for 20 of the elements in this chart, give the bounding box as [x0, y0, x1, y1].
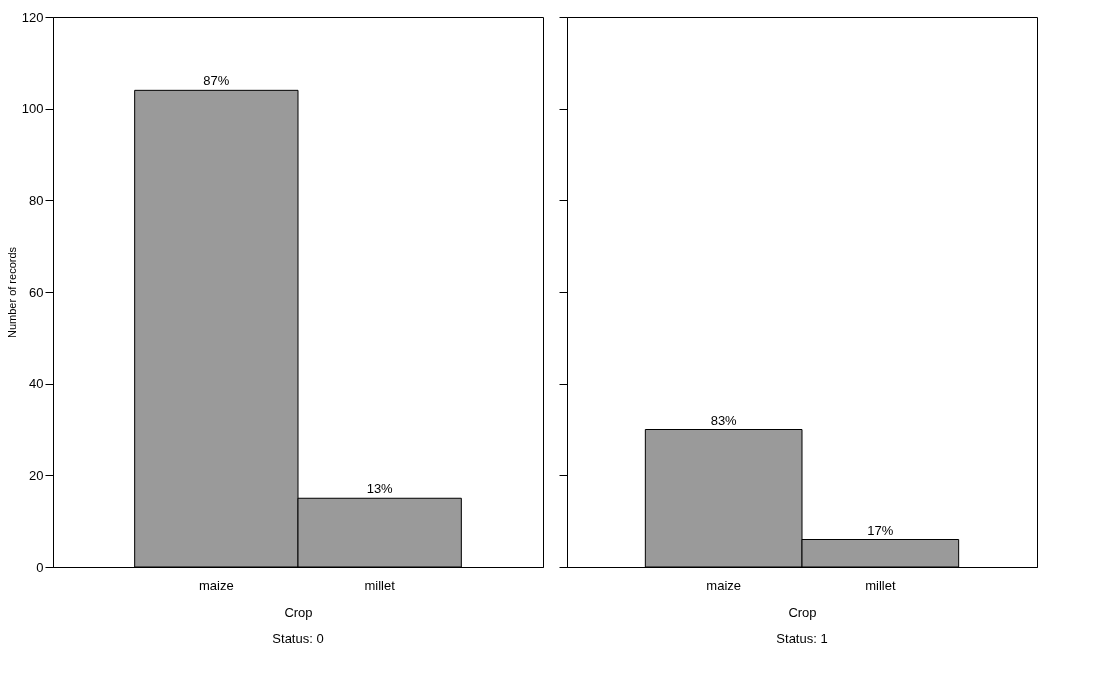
- annotation: 17%: [867, 522, 894, 538]
- text: Status: 1: [776, 631, 828, 646]
- y-tick-label: 60: [29, 284, 44, 300]
- y-tick-label: 40: [29, 376, 44, 392]
- x-axis-title: Crop: [788, 604, 817, 620]
- y-tick-label: 0: [36, 559, 44, 575]
- x-tick-label: maize: [706, 577, 742, 593]
- y-tick-label: 80: [29, 192, 44, 208]
- y-tick-label: 20: [29, 467, 44, 483]
- y-axis-title: Number of records: [5, 246, 18, 339]
- x-axis-title: Crop: [284, 604, 313, 620]
- annotation: 83%: [710, 412, 738, 428]
- x-tick-label: millet: [865, 577, 896, 593]
- y-tick-label: 120: [21, 9, 44, 25]
- annotation: 13%: [366, 481, 394, 497]
- x-tick-label: millet: [364, 577, 396, 593]
- annotation: 87%: [203, 73, 230, 89]
- y-tick-label: 100: [21, 101, 44, 117]
- text: Status: 0: [272, 631, 324, 646]
- x-tick-label: maize: [198, 577, 234, 593]
